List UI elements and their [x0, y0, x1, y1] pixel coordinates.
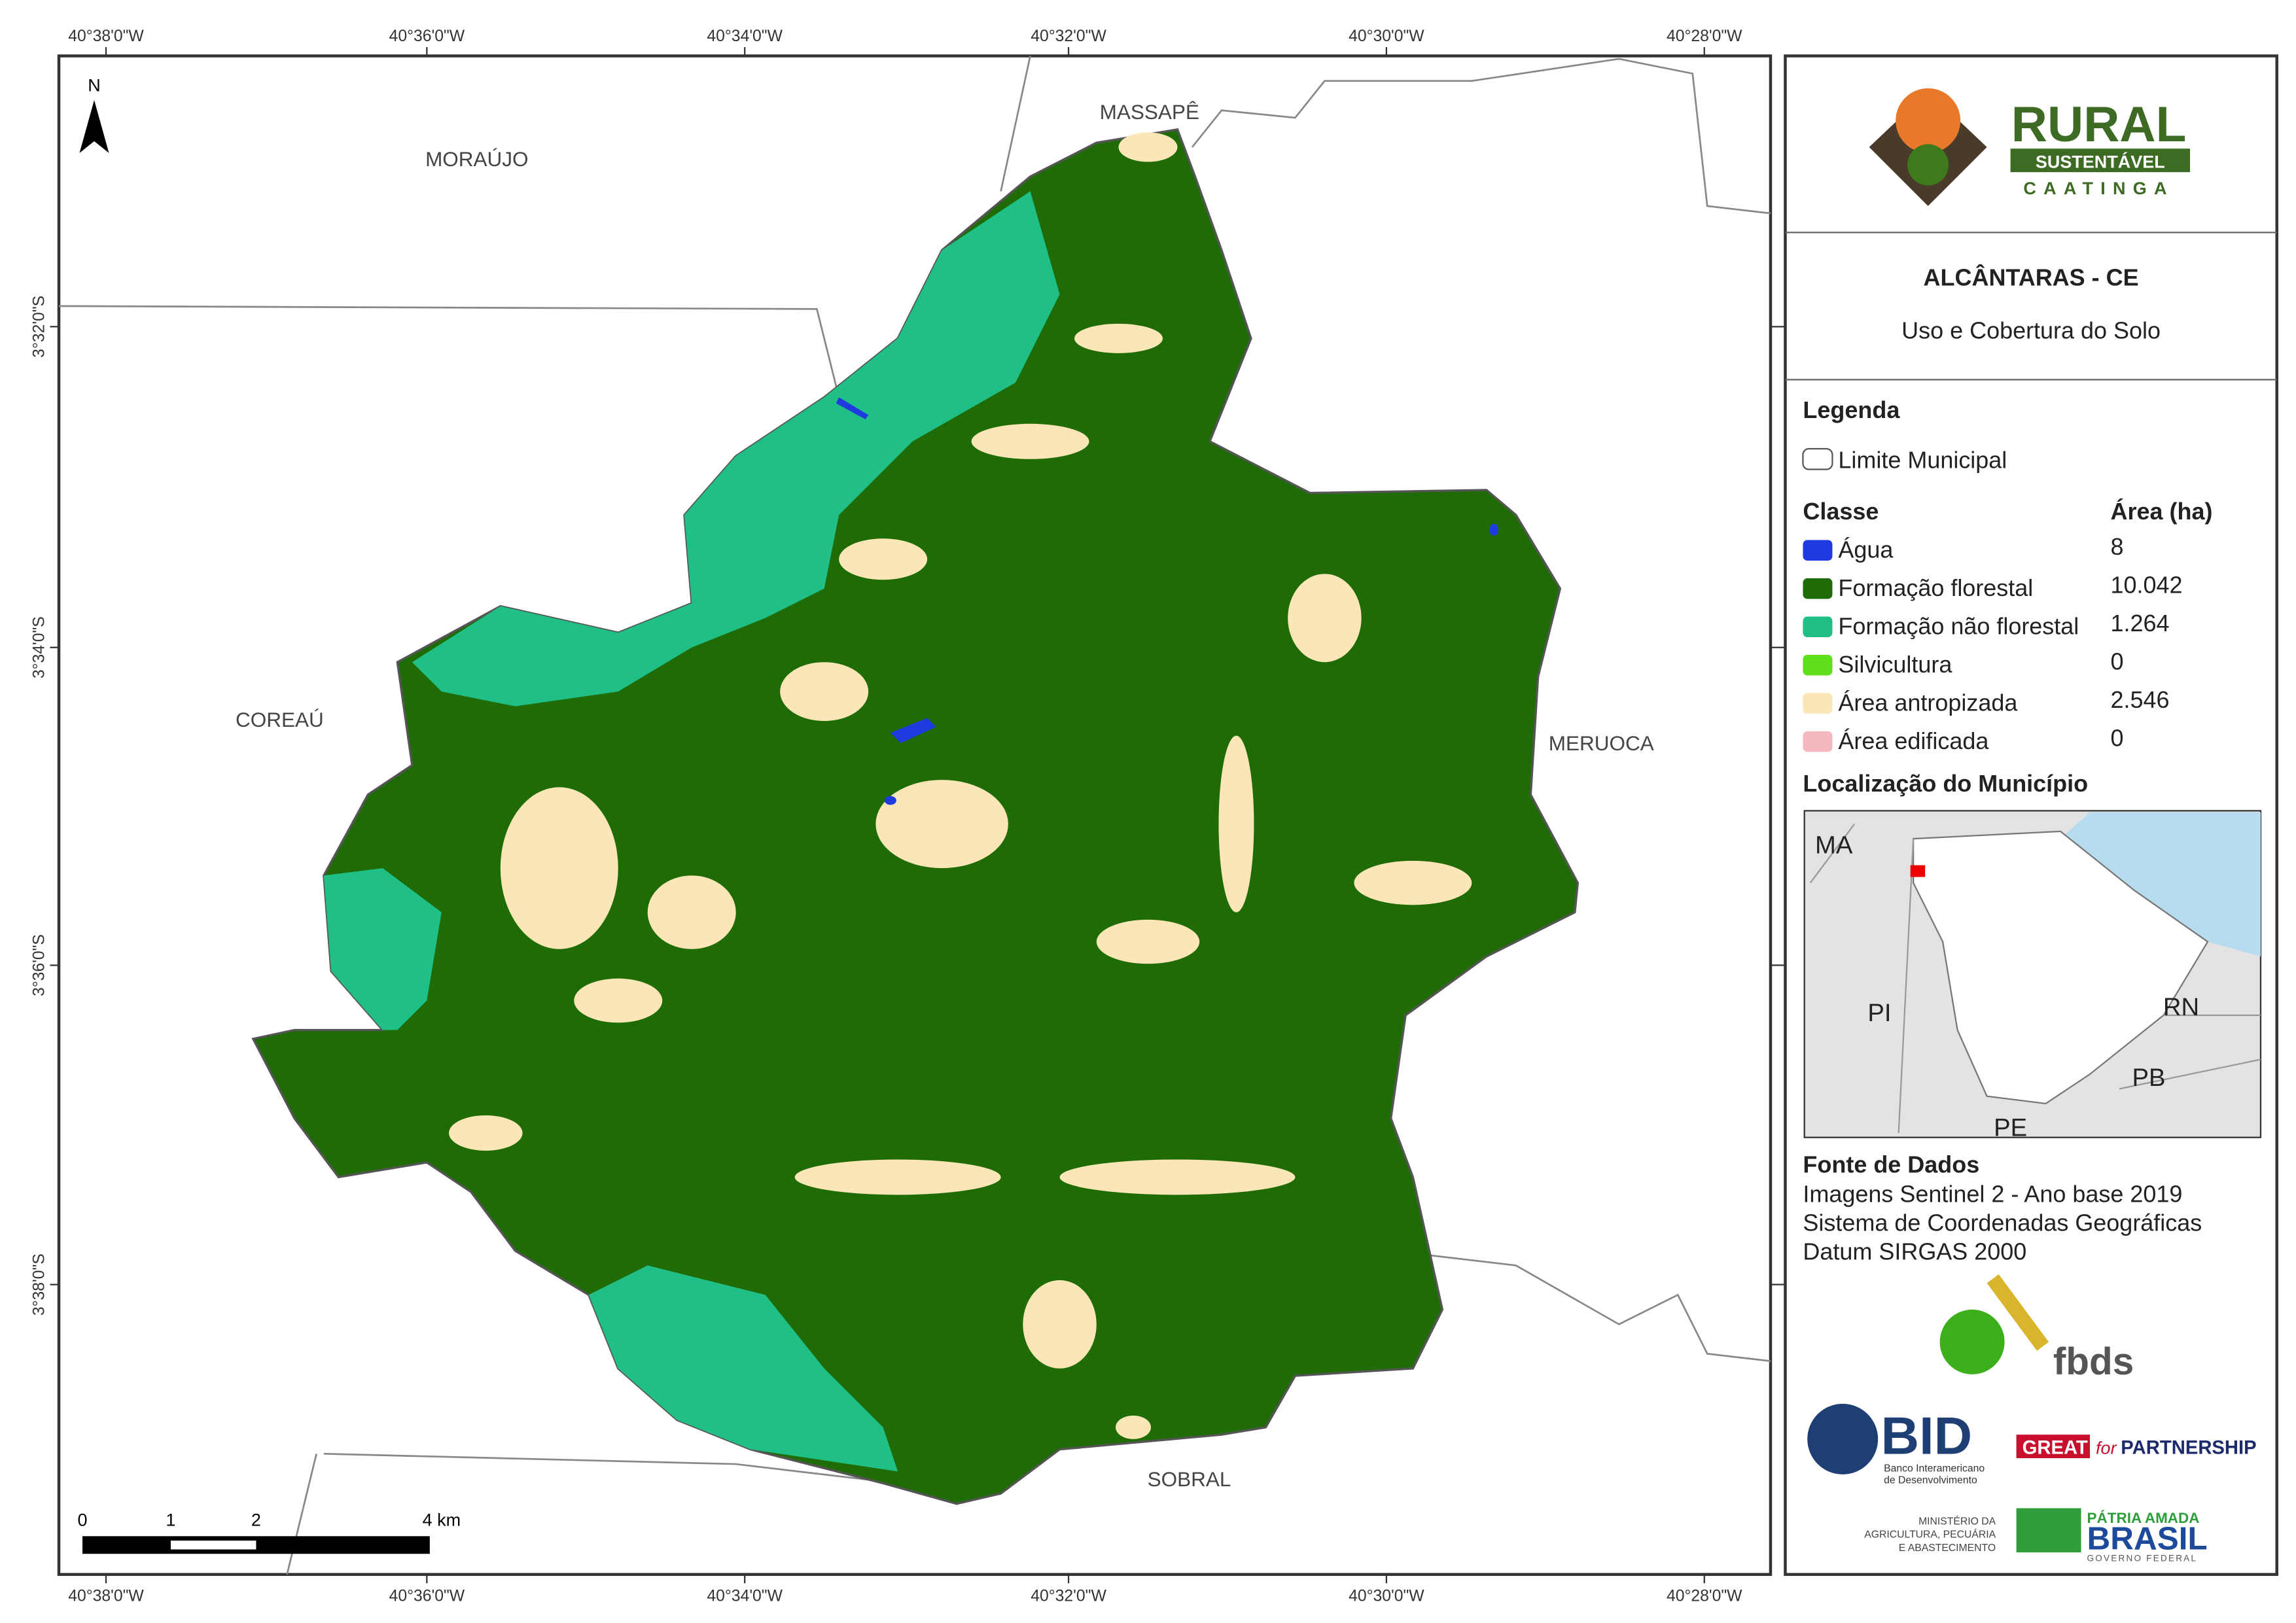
lat-label: 3°38'0"S: [31, 1253, 48, 1316]
inset-label: PE: [1994, 1113, 2027, 1142]
great-logo: GREAT: [2022, 1437, 2088, 1458]
place-name: MORAÚJO: [425, 147, 528, 171]
lon-label-bottom: 40°38'0"W: [68, 1587, 144, 1605]
map-title: ALCÂNTARAS - CE: [1924, 264, 2139, 290]
source-title: Fonte de Dados: [1803, 1151, 1979, 1178]
legend-area: 0: [2111, 724, 2124, 751]
boundary-label: Limite Municipal: [1838, 446, 2007, 473]
great-partnership: PARTNERSHIP: [2121, 1437, 2256, 1458]
lon-label-bottom: 40°32'0"W: [1031, 1587, 1106, 1605]
brasil-sub: GOVERNO FEDERAL: [2087, 1554, 2198, 1563]
lon-label-top: 40°28'0"W: [1667, 27, 1742, 45]
place-name: MASSAPÊ: [1100, 100, 1199, 124]
place-name: COREAÚ: [236, 708, 324, 731]
lon-label-top: 40°34'0"W: [707, 27, 783, 45]
lon-label-bottom: 40°28'0"W: [1667, 1587, 1742, 1605]
lon-label-top: 40°32'0"W: [1031, 27, 1106, 45]
source-line: Sistema de Coordenadas Geográficas: [1803, 1210, 2202, 1236]
scale-label: 1: [166, 1510, 175, 1530]
legend-area: 8: [2111, 533, 2124, 560]
inset-label: MA: [1815, 831, 1853, 860]
legend-label: Área edificada: [1838, 727, 1988, 754]
lat-label: 3°34'0"S: [31, 616, 48, 678]
logo-band: SUSTENTÁVEL: [2036, 151, 2165, 171]
lon-label-top: 40°38'0"W: [68, 27, 144, 45]
legend-swatch: [1803, 578, 1833, 599]
legend-swatch: [1803, 654, 1833, 676]
legend-label: Formação não florestal: [1838, 612, 2079, 639]
lon-label-top: 40°30'0"W: [1349, 27, 1424, 45]
ministry-line: E ABASTECIMENTO: [1899, 1543, 1996, 1554]
fbds-logo: fbds: [2053, 1340, 2134, 1383]
legend-area: 0: [2111, 648, 2124, 674]
place-name: MERUOCA: [1549, 731, 1654, 755]
inset-label: RN: [2163, 993, 2199, 1021]
lat-label: 3°32'0"S: [31, 296, 48, 358]
location-inset: MA PI RN PB PE: [1803, 810, 2262, 1142]
scale-label: 2: [251, 1510, 261, 1530]
area-header: Área (ha): [2111, 498, 2213, 525]
partner-logos: fbds BID Banco Interamericano de Desenvo…: [1807, 1274, 2257, 1563]
neighbor-boundaries: [58, 56, 1771, 1575]
legend-label: Formação florestal: [1838, 574, 2033, 601]
north-arrow: [79, 99, 109, 153]
legend-swatch: [1803, 616, 1833, 637]
bid-logo: BID: [1881, 1406, 1972, 1465]
water-bodies: [836, 397, 1498, 805]
location-title: Localização do Município: [1803, 770, 2088, 797]
anthropized-areas: [449, 132, 1472, 1439]
legend-area: 1.264: [2111, 610, 2170, 637]
legend-label: Água: [1838, 536, 1893, 563]
brasil: BRASIL: [2087, 1521, 2208, 1557]
legend-swatch: [1803, 693, 1833, 714]
lon-label-top: 40°36'0"W: [389, 27, 465, 45]
source-line: Imagens Sentinel 2 - Ano base 2019: [1803, 1181, 2182, 1208]
ministry-line: MINISTÉRIO DA: [1918, 1514, 1996, 1527]
map-subtitle: Uso e Cobertura do Solo: [1901, 317, 2161, 343]
place-name: SOBRAL: [1148, 1467, 1231, 1491]
class-header: Classe: [1803, 498, 1879, 525]
rural-logo: RURAL SUSTENTÁVEL CAATINGA: [1869, 88, 2191, 206]
inset-label: PI: [1867, 999, 1891, 1027]
legend-label: Área antropizada: [1838, 689, 2017, 716]
scale-bar: 0 1 2 4 km: [77, 1510, 461, 1554]
lon-label-bottom: 40°30'0"W: [1349, 1587, 1424, 1605]
lon-label-bottom: 40°36'0"W: [389, 1587, 465, 1605]
map-area: MORAÚJO MASSAPÊ COREAÚ MERUOCA SOBRAL N 0 1 2 4…: [31, 27, 1786, 1605]
bid-name-2: de Desenvolvimento: [1884, 1475, 1977, 1486]
boundary-swatch: [1802, 447, 1833, 470]
scale-label: 4 km: [423, 1510, 461, 1530]
legend-area: 2.546: [2111, 686, 2170, 713]
legend-swatch: [1803, 731, 1833, 752]
legend-title: Legenda: [1803, 396, 1900, 423]
lat-label: 3°36'0"S: [31, 934, 48, 996]
legend-label: Silvicultura: [1838, 651, 1952, 678]
bid-name-1: Banco Interamericano: [1884, 1463, 1985, 1474]
scale-label: 0: [77, 1510, 87, 1530]
non-forest-areas: [323, 191, 1060, 1472]
ministry-line: AGRICULTURA, PECUÁRIA: [1864, 1528, 1996, 1541]
north-label: N: [88, 75, 101, 95]
great-for: for: [2096, 1438, 2117, 1457]
logo-rural: RURAL: [2011, 97, 2187, 152]
brasil-top: PÁTRIA AMADA: [2087, 1510, 2200, 1526]
inset-label: PB: [2132, 1064, 2166, 1092]
legend-area: 10.042: [2111, 571, 2183, 598]
source-line: Datum SIRGAS 2000: [1803, 1238, 2026, 1265]
legend-swatch: [1803, 540, 1833, 561]
lon-label-bottom: 40°34'0"W: [707, 1587, 783, 1605]
side-panel: RURAL SUSTENTÁVEL CAATINGA ALCÂNTARAS - …: [1784, 54, 2278, 1577]
logo-region: CAATINGA: [2023, 179, 2174, 198]
